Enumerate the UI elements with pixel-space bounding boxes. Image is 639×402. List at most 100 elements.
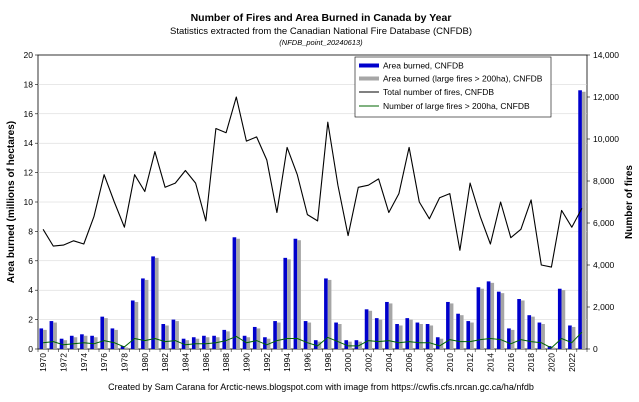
- bar-area-burned: [568, 325, 572, 349]
- bar-area-burned-large-fires: [490, 282, 495, 349]
- bar-area-burned: [273, 321, 277, 349]
- x-tick-label: 2002: [363, 353, 373, 372]
- bar-area-burned: [456, 313, 460, 349]
- chart-caption: Created by Sam Carana for Arctic-news.bl…: [108, 382, 534, 392]
- bar-area-burned-large-fires: [510, 329, 515, 349]
- chart-title: Number of Fires and Area Burned in Canad…: [191, 12, 452, 24]
- legend-label-area-burned: Area burned, CNFDB: [383, 61, 464, 71]
- bar-area-burned: [496, 291, 501, 349]
- bar-area-burned: [405, 318, 410, 349]
- bar-area-burned-large-fires: [531, 316, 535, 349]
- bar-area-burned: [313, 340, 318, 349]
- y-right-tick-label: 0: [593, 344, 598, 354]
- x-tick-label: 1984: [180, 353, 190, 372]
- x-axis-ticks: 1970 1972 1974 1976 1978 1980 1982 1984 1986 1988…: [37, 349, 588, 372]
- bar-area-burned: [120, 346, 125, 349]
- legend-box: [354, 56, 552, 118]
- bar-area-burned-large-fires: [348, 341, 352, 349]
- x-tick-label: 2006: [404, 353, 414, 372]
- y-left-tick-label: 4: [28, 285, 33, 295]
- x-tick-label: 2018: [526, 353, 536, 372]
- y-left-tick-label: 2: [28, 315, 33, 325]
- bar-area-burned: [537, 322, 542, 349]
- bar-area-burned-large-fires: [83, 335, 88, 349]
- bar-area-burned-large-fires: [337, 324, 342, 349]
- bar-area-burned-large-fires: [429, 325, 434, 349]
- x-tick-label: 2014: [485, 353, 495, 372]
- bar-area-burned: [364, 309, 369, 349]
- bar-area-burned: [578, 90, 582, 349]
- bar-area-burned-large-fires: [215, 337, 220, 349]
- y-left-tick-label: 20: [24, 50, 34, 60]
- bar-area-burned: [303, 321, 308, 349]
- y-left-tick-label: 18: [24, 79, 34, 89]
- x-tick-label: 1990: [241, 353, 251, 372]
- x-tick-label: 2016: [506, 353, 516, 372]
- y-right-tick-label: 14,000: [593, 50, 619, 60]
- x-tick-label: 2008: [424, 353, 434, 372]
- bar-area-burned: [557, 288, 562, 349]
- y-left-tick-label: 0: [28, 344, 33, 354]
- bars-layer: [39, 90, 586, 349]
- x-tick-label: 1988: [221, 353, 231, 372]
- bar-area-burned-large-fires: [419, 324, 423, 349]
- bar-area-burned: [171, 319, 176, 349]
- x-tick-label: 1976: [99, 353, 109, 372]
- y-axis-left-label: Area burned (millions of hectares): [6, 121, 17, 283]
- y-right-tick-label: 12,000: [593, 92, 619, 102]
- bar-area-burned-large-fires: [287, 259, 291, 349]
- bar-area-burned-large-fires: [53, 322, 57, 349]
- y-axis-left-ticks: 0 2 4 6 8 10 12 14 16 18 20: [24, 50, 38, 354]
- legend: Area burned, CNFDB Area burned (large fi…: [354, 56, 552, 118]
- bar-area-burned-large-fires: [144, 279, 149, 349]
- bar-area-burned: [425, 324, 430, 349]
- bar-area-burned: [435, 337, 440, 349]
- x-tick-label: 1972: [58, 353, 68, 372]
- bar-area-burned-large-fires: [459, 315, 464, 349]
- x-tick-label: 1986: [201, 353, 211, 372]
- bar-area-burned: [324, 278, 328, 349]
- y-axis-right-ticks: 0 2,000 4,000 6,000 8,000 10,000 12,000 14,000: [587, 50, 619, 354]
- lines-layer: [42, 96, 583, 349]
- bar-area-burned: [222, 329, 227, 349]
- y-right-tick-label: 6,000: [593, 218, 615, 228]
- bar-area-burned: [80, 334, 84, 349]
- y-left-tick-label: 8: [28, 226, 33, 236]
- gridlines: [38, 84, 587, 320]
- x-tick-label: 1970: [38, 353, 48, 372]
- bar-area-burned: [476, 287, 481, 349]
- bar-area-burned: [517, 299, 521, 349]
- chart-subtitle-2: (NFDB_point_20240613): [279, 38, 363, 47]
- bar-area-burned-large-fires: [378, 319, 383, 349]
- bar-area-burned: [283, 257, 288, 349]
- bar-area-burned-large-fires: [236, 238, 240, 349]
- bar-area-burned: [466, 321, 471, 349]
- bar-area-burned: [39, 328, 44, 349]
- bar-area-burned-large-fires: [449, 303, 454, 349]
- bar-area-burned-large-fires: [165, 325, 169, 349]
- bar-area-burned: [49, 321, 54, 349]
- bar-area-burned-large-fires: [154, 257, 159, 349]
- y-left-tick-label: 12: [24, 168, 34, 178]
- bar-area-burned: [252, 326, 257, 349]
- y-right-tick-label: 10,000: [593, 134, 619, 144]
- bar-area-burned-large-fires: [297, 240, 301, 349]
- x-tick-label: 1978: [119, 353, 129, 372]
- bar-area-burned-large-fires: [307, 322, 312, 349]
- bar-area-burned: [141, 278, 145, 349]
- bar-area-burned-large-fires: [439, 338, 444, 349]
- bar-area-burned-large-fires: [571, 326, 576, 349]
- bar-area-burned: [130, 300, 135, 349]
- bar-area-burned-large-fires: [398, 325, 403, 349]
- bar-area-burned: [547, 346, 552, 349]
- y-left-tick-label: 14: [24, 138, 34, 148]
- line-large-fires: [43, 331, 583, 349]
- legend-label-total-fires: Total number of fires, CNFDB: [383, 87, 494, 97]
- bar-area-burned: [161, 324, 166, 349]
- bar-area-burned-large-fires: [134, 301, 139, 349]
- bar-area-burned: [334, 322, 338, 349]
- bar-area-burned-large-fires: [124, 347, 129, 349]
- bar-area-burned-large-fires: [500, 293, 505, 349]
- x-tick-label: 2010: [445, 353, 455, 372]
